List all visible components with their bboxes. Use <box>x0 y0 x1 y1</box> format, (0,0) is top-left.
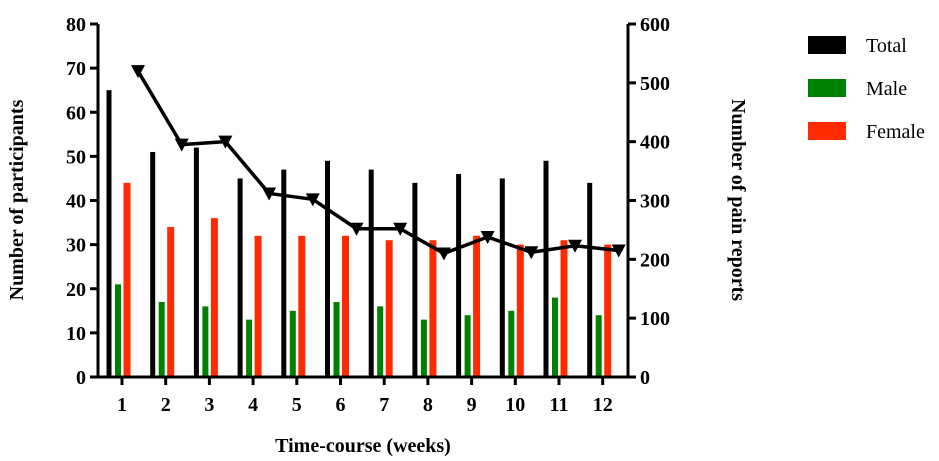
pain-reports-marker-week-5 <box>305 193 320 207</box>
pain-reports-line-group <box>131 65 626 261</box>
bar-male-week-12 <box>595 315 602 377</box>
y-tick-label: 0 <box>76 367 86 389</box>
bar-female-week-4 <box>254 235 262 377</box>
y-tick-label: 30 <box>66 235 86 257</box>
bar-female-week-9 <box>473 235 481 377</box>
bar-total-week-7 <box>368 169 374 377</box>
x-tick-label: 5 <box>292 394 302 416</box>
y2-tick-label: 500 <box>640 73 670 95</box>
y2-tick-label: 200 <box>640 249 670 271</box>
bar-male-week-5 <box>289 310 296 377</box>
x-tick-label: 2 <box>161 394 171 416</box>
bar-total-week-12 <box>587 182 593 377</box>
y-tick-label: 80 <box>66 14 86 36</box>
bar-total-week-4 <box>237 178 243 377</box>
y-tick-label: 10 <box>66 323 86 345</box>
y-axis-title: Number of participants <box>6 99 28 300</box>
bar-male-week-10 <box>508 310 515 377</box>
pain-reports-marker-week-11 <box>568 239 582 253</box>
pain-reports-marker-week-2 <box>174 138 189 152</box>
bar-female-week-3 <box>210 218 218 377</box>
bar-total-week-2 <box>150 151 156 377</box>
y-tick-label: 70 <box>66 58 86 80</box>
y-tick-label: 20 <box>66 279 86 301</box>
x-tick-label: 4 <box>248 394 258 416</box>
legend-swatch-male <box>808 79 846 97</box>
bar-female-week-7 <box>385 240 393 377</box>
bar-male-week-6 <box>333 301 340 377</box>
bar-male-week-7 <box>377 306 384 377</box>
bar-total-week-1 <box>106 90 112 377</box>
legend: Total Male Female <box>808 35 925 143</box>
bar-total-week-11 <box>543 160 549 377</box>
bar-female-week-6 <box>342 235 349 377</box>
legend-label-total: Total <box>866 35 907 57</box>
x-tick-label: 9 <box>467 394 477 416</box>
pain-reports-marker-week-6 <box>349 222 364 236</box>
bar-total-week-9 <box>456 174 462 377</box>
bar-male-week-11 <box>552 297 558 377</box>
y-tick-label: 50 <box>66 146 86 168</box>
bar-male-week-1 <box>115 284 121 377</box>
legend-label-male: Male <box>866 78 907 100</box>
bar-female-week-5 <box>298 235 306 377</box>
y-tick-label: 40 <box>66 191 86 213</box>
bar-male-week-2 <box>158 301 165 377</box>
pain-reports-marker-week-3 <box>218 135 233 149</box>
axes-group <box>96 24 630 379</box>
y2-tick-label: 600 <box>640 14 670 36</box>
bar-female-week-10 <box>516 244 524 377</box>
x-axis-title: Time-course (weeks) <box>275 435 451 457</box>
pain-reports-marker-week-8 <box>436 247 451 261</box>
bar-total-week-8 <box>412 182 418 377</box>
x-tick-label: 10 <box>505 394 525 416</box>
y2-tick-label: 300 <box>640 191 670 213</box>
pain-reports-marker-week-9 <box>480 230 495 244</box>
y2-tick-label: 0 <box>640 367 650 389</box>
bar-total-week-3 <box>193 147 199 377</box>
bar-total-week-6 <box>325 160 330 377</box>
legend-label-female: Female <box>866 121 925 143</box>
legend-swatch-female <box>808 122 846 140</box>
x-tick-label: 11 <box>550 394 569 416</box>
bars-group <box>106 90 612 377</box>
legend-swatch-total <box>808 36 846 54</box>
pain-reports-marker-week-12 <box>611 244 626 258</box>
y2-tick-label: 400 <box>640 132 670 154</box>
pain-reports-marker-week-1 <box>131 65 145 79</box>
y2-axis-title: Number of pain reports <box>727 99 749 301</box>
x-tick-label: 7 <box>379 394 389 416</box>
bar-female-week-8 <box>429 240 437 377</box>
bar-female-week-12 <box>604 244 612 377</box>
pain-reports-marker-week-4 <box>262 187 277 201</box>
bar-female-week-2 <box>167 226 175 377</box>
bar-total-week-10 <box>499 178 505 377</box>
y-tick-label: 60 <box>66 102 86 124</box>
bar-male-week-9 <box>464 315 471 377</box>
bar-total-week-5 <box>281 169 287 377</box>
pain-reports-marker-week-10 <box>524 246 539 260</box>
bar-male-week-4 <box>246 319 253 377</box>
x-tick-label: 3 <box>204 394 214 416</box>
x-tick-label: 12 <box>593 394 613 416</box>
x-tick-label: 8 <box>423 394 433 416</box>
y2-tick-label: 100 <box>640 308 670 330</box>
bar-female-week-11 <box>560 240 568 377</box>
bar-male-week-8 <box>420 319 427 377</box>
bar-male-week-3 <box>202 306 209 377</box>
x-tick-label: 6 <box>336 394 346 416</box>
bar-female-week-1 <box>123 182 131 377</box>
pain-reports-marker-week-7 <box>393 222 408 236</box>
x-tick-label: 1 <box>117 394 127 416</box>
pain-reports-line <box>136 70 619 256</box>
